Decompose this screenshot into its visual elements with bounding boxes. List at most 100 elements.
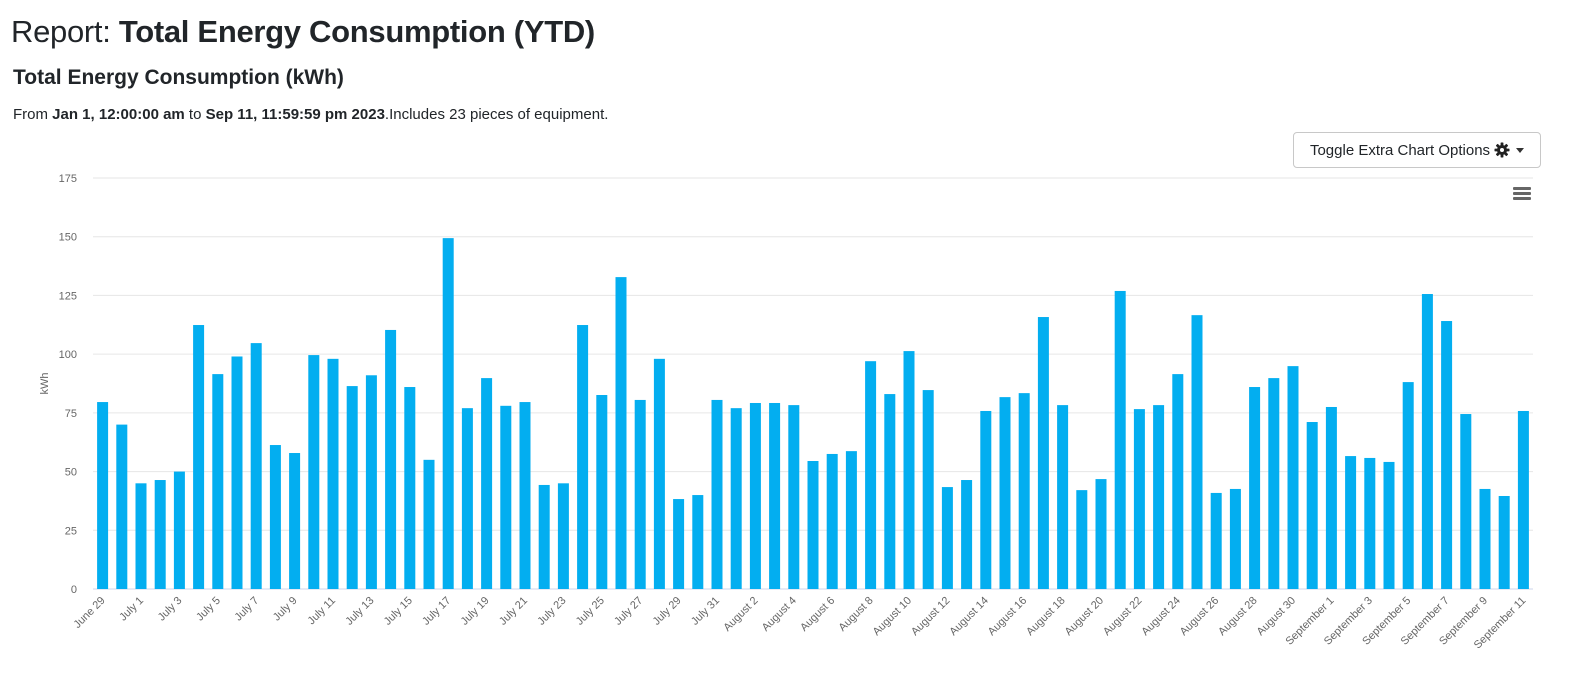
x-tick-label: July 7 [233,595,262,624]
bar: July 1: 45 [135,483,147,589]
y-tick-label: 75 [65,408,77,420]
chart-heading: Total Energy Consumption (kWh) [13,66,344,89]
bar: August 20: 46.8 [1095,479,1107,589]
bar: July 17: 149.4 [442,238,454,590]
gear-icon [1494,142,1510,158]
y-axis-title: kWh [39,373,51,395]
x-tick-label: July 15 [382,595,415,628]
bar: August 16: 83.4 [1018,393,1030,589]
x-tick-label: August 24 [1139,595,1183,639]
page-title: Report: Total Energy Consumption (YTD) [11,14,595,50]
x-tick-label: July 1 [117,595,146,624]
caret-down-icon [1516,147,1525,153]
bar: August 4: 78.3 [788,405,800,589]
bar: July 25: 82.6 [596,395,608,589]
bar: July 30: 40 [692,495,704,589]
range-from: Jan 1, 12:00:00 am [52,106,185,123]
equipment-count-text: .Includes 23 pieces of equipment. [384,106,609,123]
x-tick-label: August 6 [798,595,837,634]
bar: August 5: 54.5 [807,461,819,589]
x-tick-label: August 28 [1216,595,1260,639]
x-tick-label: July 13 [343,595,376,628]
bar: July 18: 77 [461,408,473,589]
bar: July 5: 91.5 [212,374,224,589]
x-tick-label: July 21 [497,595,530,628]
bar: August 24: 91.5 [1172,374,1184,589]
bar: July 15: 86 [404,387,416,589]
x-tick-label: July 19 [459,595,492,628]
x-tick-label: July 9 [271,595,300,624]
date-range-text: From Jan 1, 12:00:00 am to Sep 11, 11:59… [13,106,608,123]
bar: July 9: 57.9 [289,453,301,589]
x-tick-label: August 14 [947,595,991,639]
bar: August 18: 78.3 [1057,405,1069,589]
bar: September 5: 88.1 [1402,382,1414,589]
x-tick-label: August 8 [837,595,876,634]
x-tick-label: July 23 [535,595,568,628]
y-tick-label: 25 [65,525,77,537]
bar: August 14: 75.8 [980,410,992,589]
bar: August 27: 42.6 [1229,488,1241,589]
x-tick-label: July 17 [420,595,453,628]
bar: July 16: 55 [423,459,435,589]
y-tick-label: 0 [71,584,77,596]
bar: August 23: 78.3 [1153,405,1165,589]
bar: August 3: 79.2 [769,402,781,589]
x-tick-label: August 22 [1101,595,1145,639]
hamburger-menu-icon[interactable] [1513,187,1531,201]
bar: September 9: 42.6 [1479,488,1491,589]
from-label: From [13,106,53,123]
to-label: to [184,106,206,123]
bar: August 29: 89.8 [1268,378,1280,589]
bar: July 10: 99.6 [308,355,320,589]
y-tick-label: 125 [59,290,77,302]
x-tick-label: July 27 [612,595,645,628]
bar: July 3: 50 [173,471,185,589]
bar: July 22: 44.3 [538,484,550,589]
y-tick-label: 50 [65,467,77,479]
bar: September 10: 39.6 [1498,495,1510,589]
x-tick-label: June 29 [72,595,108,631]
x-tick-label: August 26 [1178,595,1222,639]
range-to: Sep 11, 11:59:59 pm 2023 [205,106,385,123]
bar: August 12: 43.4 [941,487,953,589]
bar: August 6: 57.5 [826,453,838,589]
bar: July 13: 91 [365,375,377,589]
bar: July 4: 112.4 [193,325,205,589]
bar: August 21: 126.9 [1114,290,1126,589]
bar: July 8: 61.3 [269,445,281,589]
bar: August 25: 116.6 [1191,315,1203,589]
x-tick-label: July 31 [689,595,722,628]
bar: August 8: 97 [865,361,877,589]
bar: August 9: 83 [884,394,896,589]
bar: September 1: 77.5 [1325,406,1337,589]
bar: July 20: 78 [500,405,512,589]
y-tick-label: 175 [59,173,77,185]
bar: July 27: 80.5 [634,399,646,589]
x-tick-label: July 25 [574,595,607,628]
bar: July 6: 99 [231,356,243,589]
x-tick-label: August 2 [721,595,760,634]
bar: August 7: 58.7 [845,451,857,589]
x-tick-label: August 10 [871,595,915,639]
bar: July 26: 132.8 [615,277,627,589]
x-tick-label: July 3 [156,595,185,624]
bar: August 2: 79.2 [749,402,761,589]
title-main: Total Energy Consumption (YTD) [118,14,595,49]
bar: September 8: 74.5 [1460,414,1472,589]
bar: August 13: 46.4 [961,480,973,589]
toggle-extra-chart-options-button[interactable]: Toggle Extra Chart Options [1293,132,1541,168]
x-tick-label: August 16 [986,595,1030,639]
y-tick-label: 150 [59,232,77,244]
bar: July 28: 98 [653,358,665,589]
bar: July 12: 86.4 [346,386,358,589]
bar: July 31: 80.5 [711,399,723,589]
x-tick-label: August 18 [1024,595,1068,639]
bar: August 17: 115.8 [1037,317,1049,589]
bar: July 29: 38.3 [673,499,685,589]
bar: August 31: 71.1 [1306,422,1318,589]
x-tick-label: August 4 [760,595,799,634]
bar: July 11: 98 [327,358,339,589]
bar: July 19: 89.8 [481,378,493,589]
bar: June 30: 70 [116,424,128,589]
